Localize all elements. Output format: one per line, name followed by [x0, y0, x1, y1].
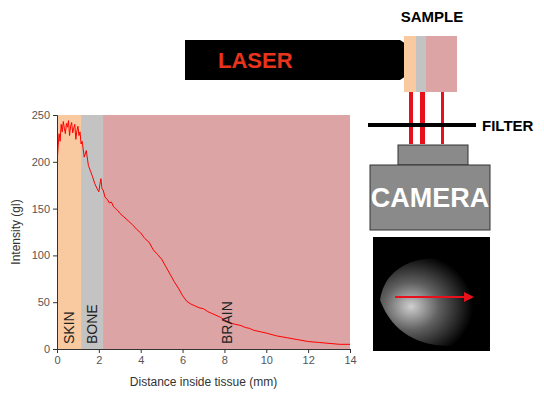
tick-mark: [53, 209, 57, 210]
sample-skin: [404, 36, 416, 92]
tick: 8: [222, 349, 228, 366]
tick-mark: [141, 349, 142, 353]
tick-mark: [224, 349, 225, 353]
tick-mark: [308, 349, 309, 353]
tick-label: 8: [222, 354, 228, 366]
tick-mark: [350, 349, 351, 353]
tick: 150: [32, 203, 57, 215]
tick-mark: [183, 349, 184, 353]
light-beam: [441, 92, 444, 144]
data-line: [57, 121, 350, 345]
tick-label: 12: [303, 354, 315, 366]
tick: 10: [261, 349, 273, 366]
laser-body: [185, 40, 430, 80]
camera-image: [373, 237, 490, 351]
x-axis: 0 2 4 6 8 10 12 14: [54, 349, 356, 366]
tick: 6: [180, 349, 186, 366]
laser-label: LASER: [218, 48, 293, 73]
filter: [368, 123, 476, 127]
light-beam: [420, 92, 425, 144]
tick-label: 0: [44, 343, 50, 355]
filter-label: FILTER: [482, 117, 534, 134]
camera-body: [370, 165, 490, 230]
sample-label: SAMPLE: [401, 8, 464, 25]
tick-label: 250: [32, 109, 50, 121]
tick-label: 100: [32, 249, 50, 261]
tick: 0: [44, 343, 57, 355]
camera-label: CAMERA: [371, 183, 490, 213]
tick: 14: [344, 349, 356, 366]
tick-label: 200: [32, 156, 50, 168]
tick-label: 50: [38, 296, 50, 308]
axis-line: [53, 116, 58, 350]
region-label: BONE: [84, 304, 100, 344]
tick-mark: [53, 115, 57, 116]
axis-line: [58, 350, 351, 354]
tick: 2: [96, 349, 102, 366]
tick: 250: [32, 109, 57, 121]
tick-mark: [53, 349, 57, 350]
plot-area: [57, 115, 350, 349]
region: [81, 115, 103, 349]
tick: 50: [38, 296, 57, 308]
region: [57, 115, 81, 349]
tick-label: 6: [180, 354, 186, 366]
tick: 12: [303, 349, 315, 366]
tick-label: 14: [344, 354, 356, 366]
region-label: BRAIN: [219, 301, 235, 344]
sample-bone: [416, 36, 426, 92]
tick-mark: [53, 162, 57, 163]
figure: SKIN BONE BRAIN 0 2 4 6 8 10 12 14 0 50 100 150 200 250 D…: [0, 0, 544, 396]
y-axis-title: Intensity (gl): [9, 199, 23, 264]
x-axis-title: Distance inside tissue (mm): [130, 375, 277, 389]
camera-lens: [398, 145, 468, 165]
tick: 0: [54, 349, 60, 366]
tick-label: 0: [54, 354, 60, 366]
tick-mark: [53, 302, 57, 303]
y-axis: 0 50 100 150 200 250: [32, 109, 58, 355]
region-label: SKIN: [61, 311, 77, 344]
tick-label: 10: [261, 354, 273, 366]
tick: 4: [138, 349, 144, 366]
tick-mark: [99, 349, 100, 353]
tick-mark: [53, 255, 57, 256]
tick-label: 4: [138, 354, 144, 366]
tick-label: 150: [32, 203, 50, 215]
light-beam: [409, 92, 413, 144]
image-tissue: [380, 258, 484, 346]
image-arrow: [395, 296, 472, 298]
sample-brain: [426, 36, 457, 92]
tick-mark: [266, 349, 267, 353]
tick: 200: [32, 156, 57, 168]
tick: 100: [32, 249, 57, 261]
setup-diagram: LASER SAMPLE FILTER CAMERA: [185, 8, 534, 351]
tick-label: 2: [96, 354, 102, 366]
